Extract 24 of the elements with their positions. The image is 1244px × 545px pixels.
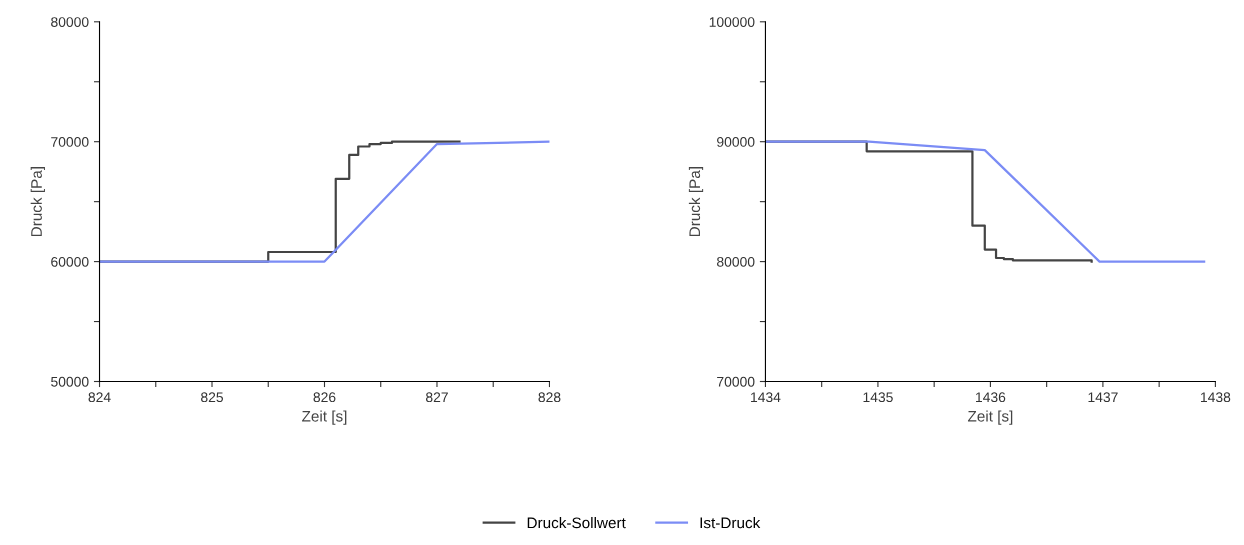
x-tick-label: 1435 — [863, 392, 893, 403]
y-tick-label: 70000 — [51, 137, 89, 147]
x-tick-label: 825 — [201, 392, 224, 403]
x-tick-label: 828 — [538, 392, 561, 403]
x-tick-label: 1436 — [976, 392, 1006, 403]
x-tick-label: 824 — [88, 392, 111, 403]
y-tick-label: 100000 — [709, 17, 755, 27]
legend-label: Druck-Sollwert — [527, 517, 626, 529]
y-tick-label: 50000 — [51, 376, 89, 387]
y-tick-label: 90000 — [717, 137, 755, 147]
x-tick-label: 826 — [313, 392, 336, 403]
x-axis-title: Zeit [s] — [967, 410, 1013, 425]
y-tick-label: 80000 — [51, 17, 89, 27]
y-tick-label: 80000 — [717, 256, 755, 267]
y-axis-title: Druck [Pa] — [30, 167, 45, 237]
y-axis-title: Druck [Pa] — [688, 167, 704, 237]
y-tick-label: 60000 — [51, 256, 89, 267]
legend-label: Ist-Druck — [700, 517, 761, 529]
x-tick-label: 827 — [426, 392, 448, 403]
x-tick-label: 1437 — [1088, 392, 1118, 403]
x-tick-label: 1438 — [1201, 392, 1231, 403]
x-tick-label: 1434 — [751, 392, 781, 403]
y-tick-label: 70000 — [717, 376, 755, 387]
x-axis-title: Zeit [s] — [302, 410, 347, 425]
